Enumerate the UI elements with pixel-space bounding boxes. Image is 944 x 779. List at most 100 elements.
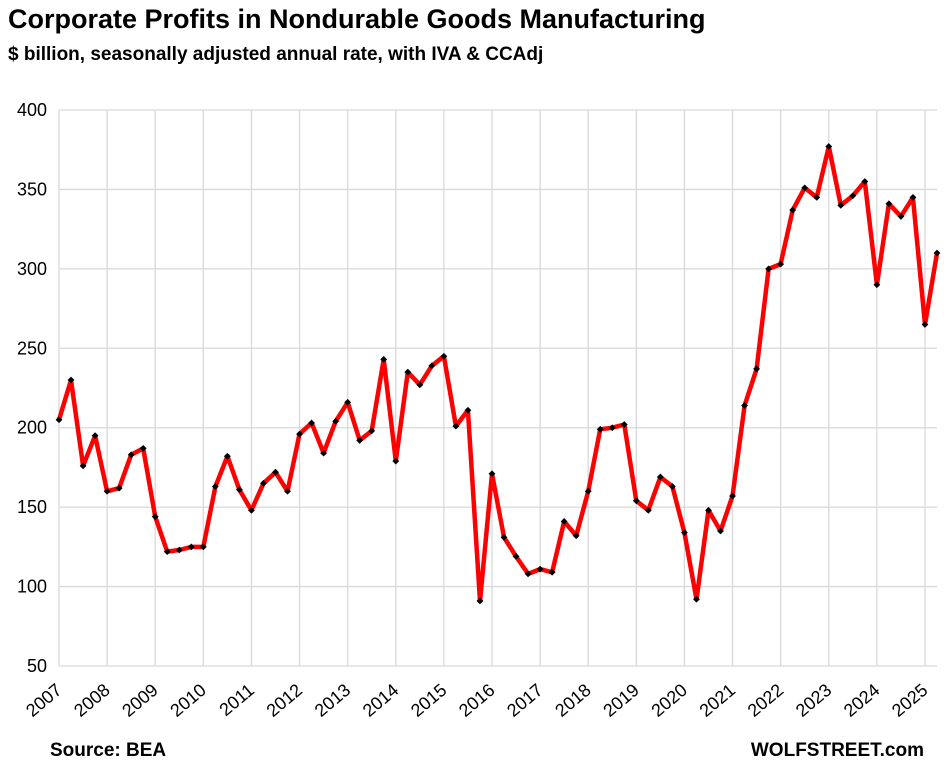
data-point [668,483,676,490]
data-point [488,470,496,478]
data-point [380,356,388,363]
data-point [813,193,821,201]
data-point [873,281,881,289]
data-point [284,487,291,495]
x-tick-label: 2025 [888,680,932,721]
data-point [428,362,436,370]
data-point [632,497,640,505]
data-point [861,178,869,185]
data-point [644,506,652,514]
data-point [139,444,147,452]
data-point [825,143,833,150]
data-point [223,452,231,460]
y-tick-label: 250 [17,338,47,358]
x-tick-label: 2009 [118,680,162,721]
data-point [741,402,748,409]
data-point [476,597,484,605]
data-point [404,368,412,376]
data-point [55,416,63,424]
data-point [320,449,328,457]
data-point [392,457,400,465]
x-tick-label: 2023 [792,680,836,721]
data-point [440,352,448,360]
data-point [753,365,760,373]
data-point [536,565,544,573]
data-point [548,568,556,576]
brand-label: WOLFSTREET.com [750,740,924,761]
data-point [897,213,905,220]
data-point [344,398,352,406]
data-point [260,479,267,487]
y-tick-label: 350 [17,179,47,199]
data-point [236,486,243,494]
data-point [584,487,592,495]
data-point [717,527,724,535]
x-tick-label: 2011 [215,680,258,720]
x-tick-label: 2012 [263,680,307,721]
data-point [452,422,460,430]
data-point [921,321,929,328]
x-tick-label: 2021 [696,680,740,721]
x-tick-label: 2019 [599,680,643,721]
data-point [705,506,712,514]
x-tick-label: 2022 [744,680,788,721]
data-point [103,487,111,495]
gridlines [58,109,937,667]
data-point [416,381,424,389]
data-point [356,437,364,444]
x-tick-label: 2008 [70,680,114,721]
data-point [211,483,219,490]
y-tick-label: 200 [17,418,47,438]
data-point [777,260,785,268]
data-point [500,533,508,541]
data-point [849,192,857,200]
x-tick-label: 2024 [840,680,884,721]
data-point [885,200,893,208]
data-point [620,421,628,428]
data-point [560,518,568,525]
x-tick-label: 2018 [551,680,595,721]
data-point [296,430,303,438]
data-point [524,570,532,578]
chart-subtitle: $ billion, seasonally adjusted annual ra… [8,44,544,65]
y-tick-label: 100 [17,577,47,597]
x-tick-label: 2020 [647,680,691,721]
x-tick-label: 2017 [503,680,547,721]
data-point [248,506,255,514]
data-point [308,419,315,427]
data-point [512,552,520,560]
data-point [789,206,797,214]
data-point [801,184,809,192]
x-tick-label: 2010 [166,680,210,721]
x-tick-label: 2014 [359,680,403,721]
source-label: Source: BEA [50,740,167,761]
chart-title: Corporate Profits in Nondurable Goods Ma… [8,4,706,34]
y-tick-label: 400 [17,100,47,120]
x-tick-label: 2015 [407,680,451,721]
x-tick-label: 2007 [22,680,66,721]
data-point [91,432,99,440]
data-point [163,548,171,556]
data-point [67,376,75,384]
data-point [187,543,195,551]
y-tick-label: 50 [27,656,47,676]
data-point [837,201,845,209]
data-point [729,492,736,500]
data-point [765,265,773,273]
data-point [115,484,123,492]
data-point [933,249,941,257]
data-point [656,473,664,481]
data-point [596,425,604,433]
data-point [909,193,917,201]
data-point [572,532,580,540]
data-point [693,595,700,603]
data-point [127,451,135,459]
data-point [464,406,472,414]
x-tick-label: 2016 [455,680,499,721]
data-point [79,462,87,470]
data-point [681,529,688,536]
data-point [608,424,616,432]
data-point [272,468,279,476]
data-point [151,513,159,521]
